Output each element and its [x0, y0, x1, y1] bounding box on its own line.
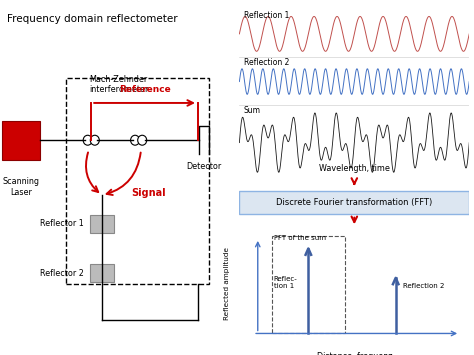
Text: Discrete Fourier transformation (FFT): Discrete Fourier transformation (FFT) — [276, 198, 432, 207]
Bar — [90, 264, 114, 282]
Text: Reference: Reference — [118, 85, 171, 94]
Text: Distance, frequenz: Distance, frequenz — [317, 352, 392, 355]
Text: Reflector 1: Reflector 1 — [40, 219, 84, 228]
Ellipse shape — [130, 135, 140, 145]
Text: Reflection 1: Reflection 1 — [244, 11, 289, 20]
Text: Signal: Signal — [132, 189, 166, 198]
Bar — [90, 215, 114, 233]
Text: Reflector 2: Reflector 2 — [40, 269, 84, 278]
Ellipse shape — [83, 135, 92, 145]
Text: Wavelength, time: Wavelength, time — [319, 164, 390, 174]
Text: Reflec-
tion 1: Reflec- tion 1 — [274, 276, 298, 289]
FancyBboxPatch shape — [239, 191, 469, 214]
Ellipse shape — [90, 135, 100, 145]
Text: Sum: Sum — [244, 106, 261, 115]
Bar — [2, 121, 40, 160]
Text: FFT of the sum: FFT of the sum — [274, 235, 326, 241]
Text: Frequency domain reflectometer: Frequency domain reflectometer — [7, 14, 178, 24]
Text: Detector: Detector — [186, 162, 221, 170]
Text: Scanning
Laser: Scanning Laser — [3, 178, 40, 197]
Text: Reflection 2: Reflection 2 — [402, 283, 444, 289]
Bar — [272, 236, 345, 333]
Bar — [66, 78, 209, 284]
Text: Mach-Zehnder
interferometer: Mach-Zehnder interferometer — [89, 75, 148, 94]
Text: Reflection 2: Reflection 2 — [244, 58, 289, 67]
Ellipse shape — [137, 135, 147, 145]
Text: Reflected amplitude: Reflected amplitude — [224, 247, 230, 320]
